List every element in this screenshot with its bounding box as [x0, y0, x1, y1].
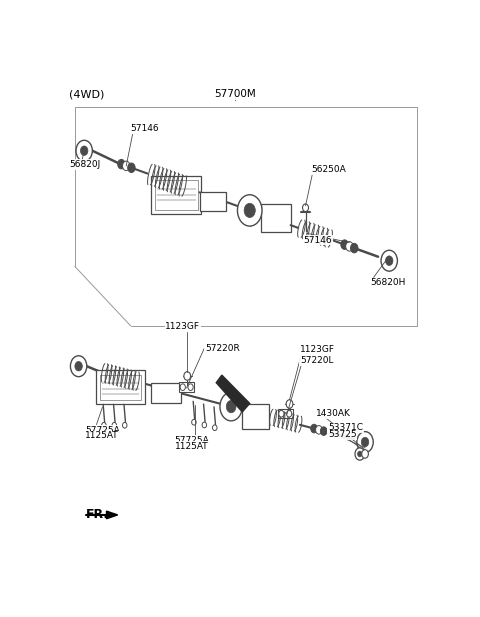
Circle shape [244, 203, 255, 218]
Circle shape [112, 423, 117, 428]
Text: FR.: FR. [86, 508, 109, 521]
Circle shape [279, 410, 284, 417]
Circle shape [315, 426, 322, 434]
Circle shape [184, 371, 191, 380]
Circle shape [362, 450, 368, 458]
Circle shape [341, 240, 348, 249]
Polygon shape [107, 511, 118, 519]
Circle shape [287, 410, 292, 417]
Circle shape [346, 242, 353, 251]
Circle shape [381, 251, 397, 271]
Text: 1123GF: 1123GF [300, 346, 335, 354]
Bar [100, 375, 141, 400]
Circle shape [220, 392, 242, 421]
Circle shape [102, 423, 106, 428]
Circle shape [180, 384, 185, 391]
Circle shape [358, 451, 362, 457]
Circle shape [302, 204, 309, 212]
Text: 57220R: 57220R [205, 344, 240, 353]
Bar [151, 175, 202, 215]
Circle shape [321, 427, 327, 436]
Circle shape [361, 437, 369, 447]
Circle shape [118, 159, 125, 169]
Text: 57725A: 57725A [85, 426, 120, 434]
Bar [200, 191, 226, 210]
Text: 57220L: 57220L [300, 356, 334, 365]
Text: 53725: 53725 [328, 431, 357, 439]
Circle shape [286, 400, 293, 408]
Circle shape [357, 432, 373, 452]
Bar [96, 370, 145, 404]
Text: 56820J: 56820J [69, 160, 100, 169]
Circle shape [122, 161, 130, 171]
Circle shape [350, 243, 358, 253]
Circle shape [311, 424, 317, 433]
Circle shape [202, 422, 206, 428]
Polygon shape [216, 375, 250, 412]
Text: 56250A: 56250A [311, 165, 346, 174]
Bar [277, 410, 292, 418]
Bar [241, 404, 269, 429]
Text: 1123GF: 1123GF [165, 321, 200, 331]
Text: 56820H: 56820H [371, 278, 406, 288]
Circle shape [385, 256, 393, 265]
Circle shape [71, 356, 87, 376]
Circle shape [355, 448, 365, 460]
Text: 1125AT: 1125AT [175, 442, 209, 451]
Circle shape [238, 195, 262, 226]
Bar [151, 383, 181, 403]
Circle shape [128, 163, 135, 173]
Circle shape [81, 146, 88, 155]
Bar [261, 204, 290, 232]
Text: 1430AK: 1430AK [316, 409, 351, 418]
Circle shape [192, 420, 196, 425]
Circle shape [226, 400, 236, 413]
Circle shape [122, 423, 127, 428]
Bar [155, 180, 198, 210]
Text: 57700M: 57700M [214, 89, 256, 99]
Circle shape [213, 425, 217, 431]
Text: (4WD): (4WD) [69, 89, 105, 99]
Text: 57146: 57146 [131, 125, 159, 133]
Text: 57725A: 57725A [175, 436, 209, 445]
Circle shape [188, 384, 193, 391]
Bar [179, 383, 194, 392]
Text: 57146: 57146 [304, 236, 332, 244]
Circle shape [75, 362, 83, 371]
Text: 1125AT: 1125AT [85, 431, 119, 441]
Text: 53371C: 53371C [328, 423, 363, 433]
Circle shape [76, 140, 92, 161]
